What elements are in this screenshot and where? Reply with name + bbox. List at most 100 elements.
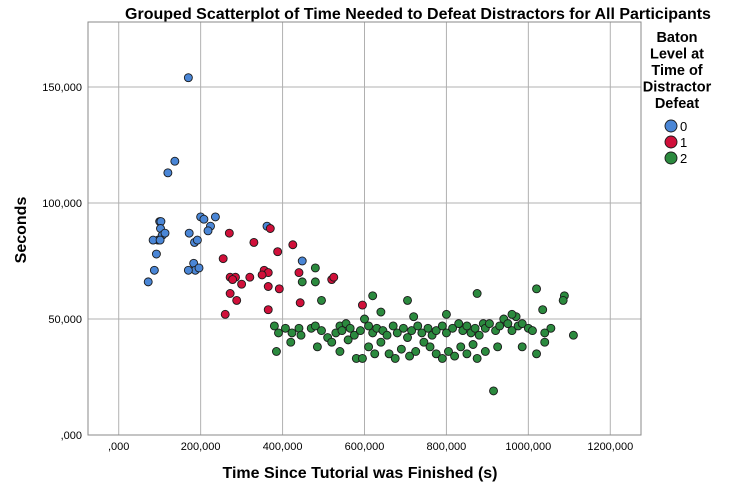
data-point: [441, 328, 451, 338]
data-point: [271, 347, 281, 356]
data-points: [143, 73, 578, 396]
data-point: [280, 323, 290, 333]
y-tick-labels: ,000 50,000 100,000 150,000: [42, 82, 82, 442]
data-point: [462, 321, 472, 331]
data-point: [532, 284, 541, 294]
legend-label: 2: [680, 151, 687, 166]
data-point: [274, 328, 283, 338]
data-point: [224, 228, 234, 238]
data-point: [413, 321, 423, 331]
data-point: [355, 326, 365, 336]
data-point: [376, 307, 386, 317]
data-point: [417, 328, 427, 338]
legend-title-line: Defeat: [655, 96, 699, 112]
data-point: [358, 300, 367, 310]
data-point: [405, 351, 415, 361]
data-point: [218, 254, 228, 264]
data-point: [532, 349, 541, 359]
data-point: [441, 309, 451, 319]
data-point: [269, 321, 279, 331]
y-tick-label: 100,000: [42, 198, 82, 210]
data-point: [183, 73, 193, 83]
y-axis-title: Seconds: [13, 197, 30, 264]
legend-marker: [664, 119, 678, 133]
data-point: [184, 228, 194, 238]
data-point: [220, 309, 230, 319]
series-0-points: [143, 73, 307, 287]
data-point: [454, 319, 464, 329]
data-point: [329, 272, 339, 282]
data-point: [257, 270, 267, 280]
data-point: [163, 168, 173, 178]
data-point: [409, 312, 419, 322]
data-point: [495, 321, 505, 331]
data-point: [370, 349, 380, 359]
data-point: [312, 342, 322, 352]
data-point: [419, 337, 429, 347]
grid-lines: [88, 22, 641, 435]
legend-marker: [664, 151, 678, 165]
legend-title-line: Time of: [651, 63, 702, 79]
data-point: [335, 347, 345, 356]
data-point: [470, 323, 480, 333]
y-tick-label: 150,000: [42, 82, 82, 94]
legend-label: 0: [680, 119, 687, 134]
data-point: [489, 386, 498, 396]
x-tick-label: ,000: [108, 441, 129, 453]
data-point: [403, 333, 412, 343]
data-point: [210, 212, 220, 222]
data-point: [364, 342, 374, 352]
data-point: [484, 319, 494, 329]
data-point: [297, 277, 307, 287]
data-point: [349, 330, 359, 340]
series-1-points: [218, 224, 367, 319]
data-point: [297, 256, 307, 266]
data-point: [296, 330, 306, 340]
data-point: [503, 319, 513, 329]
data-point: [568, 330, 578, 340]
x-tick-label: 600,000: [345, 441, 385, 453]
data-point: [155, 235, 165, 245]
data-point: [388, 321, 398, 331]
data-point: [287, 328, 297, 338]
x-tick-label: 800,000: [427, 441, 467, 453]
data-point: [273, 247, 283, 257]
data-point: [540, 337, 550, 347]
x-tick-labels: ,000 200,000 400,000 600,000 800,000 1000,000…: [108, 441, 633, 453]
data-point: [398, 323, 408, 333]
data-point: [392, 328, 402, 338]
data-point: [286, 337, 296, 347]
data-point: [199, 214, 209, 224]
data-point: [310, 277, 320, 287]
data-point: [294, 268, 304, 278]
data-point: [384, 349, 394, 359]
legend-items: 012: [664, 119, 687, 166]
data-point: [448, 323, 458, 333]
data-point: [345, 323, 355, 333]
data-point: [507, 326, 517, 336]
data-point: [288, 240, 298, 250]
legend-marker: [664, 135, 678, 149]
data-point: [149, 265, 159, 275]
y-tick-label: ,000: [61, 430, 82, 442]
data-point: [493, 342, 503, 352]
data-point: [151, 249, 161, 259]
data-point: [437, 321, 447, 331]
legend-title-line: Baton: [656, 30, 697, 46]
x-tick-label: 200,000: [181, 441, 221, 453]
x-tick-label: 1200,000: [587, 441, 633, 453]
data-point: [425, 342, 435, 352]
data-point: [364, 321, 374, 331]
data-point: [538, 305, 548, 315]
series-2-points: [269, 263, 578, 396]
data-point: [295, 298, 305, 308]
chart-title: Grouped Scatterplot of Time Needed to De…: [125, 6, 711, 23]
data-point: [517, 319, 527, 329]
legend-title-line: Level at: [650, 47, 704, 63]
legend-title-line: Distractor: [643, 80, 712, 96]
data-point: [407, 326, 417, 336]
data-point: [192, 235, 202, 245]
data-point: [462, 349, 472, 359]
